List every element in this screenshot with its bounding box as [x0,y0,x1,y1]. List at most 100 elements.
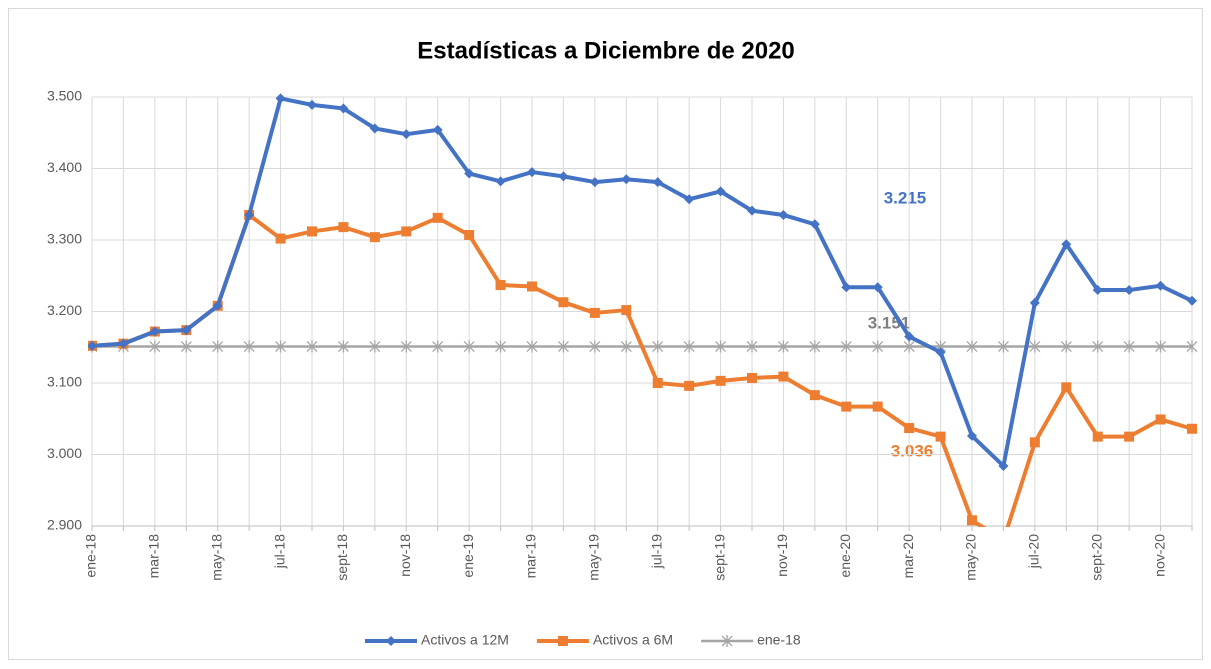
marker [621,305,632,316]
x-tick-label: jul-18 [271,534,287,569]
marker [1155,414,1166,425]
marker [589,177,600,188]
marker [180,340,192,353]
x-tick-label: ene-18 [83,534,99,578]
marker [1187,423,1197,434]
x-tick-label: nov-20 [1151,534,1167,577]
marker [557,340,569,353]
marker [872,340,884,353]
marker [1029,340,1041,353]
x-tick-label: may-19 [586,534,602,581]
marker [1187,295,1197,306]
marker [1061,239,1072,250]
marker [841,282,852,293]
marker [369,232,380,243]
legend-item: Activos a 6M [536,632,673,648]
marker [997,340,1009,353]
y-tick-label: 3.500 [47,88,82,104]
legend-marker [721,635,733,647]
legend-marker [557,636,568,646]
legend-label: Activos a 12M [421,632,509,648]
x-tick-label: mar-19 [523,534,539,579]
x-tick-label: mar-18 [146,534,162,579]
legend-item: ene-18 [701,632,801,648]
marker [338,222,349,233]
marker [307,99,317,110]
x-tick-label: may-18 [208,534,224,581]
marker [527,281,537,292]
x-tick-label: sept-19 [711,534,727,581]
marker [715,375,726,386]
series-line [91,212,1193,527]
marker [904,331,915,342]
marker [746,340,758,353]
marker [495,340,507,353]
marker [683,340,695,353]
marker [495,176,506,187]
marker [967,430,977,441]
marker [620,340,632,353]
marker [558,297,569,308]
marker [935,431,946,442]
marker [464,168,475,179]
marker [275,93,286,104]
y-tick-label: 3.300 [47,231,82,247]
marker [778,209,789,220]
marker [809,219,820,230]
marker [307,226,317,237]
legend-item: Activos a 12M [365,632,509,648]
marker [337,340,349,353]
marker [1155,340,1167,353]
marker [1061,382,1072,393]
marker [306,340,318,353]
marker [400,340,412,353]
y-tick-label: 3.000 [47,445,82,461]
marker [872,401,883,412]
marker [1155,280,1166,291]
marker [715,340,727,353]
grid [91,96,1193,527]
marker [526,340,538,353]
x-tick-label: nov-18 [397,534,413,577]
x-tick-label: may-20 [963,534,979,581]
y-tick-label: 3.200 [47,302,82,318]
marker [809,340,821,353]
marker [652,378,663,388]
marker [747,372,757,383]
marker [432,340,444,353]
marker [432,124,443,135]
marker [212,340,224,353]
marker [589,340,601,353]
marker [684,380,695,391]
marker [243,340,255,353]
marker [1092,340,1104,353]
marker [275,233,286,244]
marker [589,307,600,318]
x-tick-label: ene-20 [837,534,853,578]
annotation: 3.036 [891,441,934,460]
marker [244,209,255,220]
series [88,93,1197,471]
marker [652,177,663,188]
marker [275,340,287,353]
marker [840,340,852,353]
marker [338,103,349,114]
annotation: 3.215 [884,188,927,207]
series-line [91,96,1193,468]
legend-label: Activos a 6M [593,632,673,648]
marker [181,325,192,336]
marker [401,129,412,140]
marker [1029,297,1040,308]
marker [935,347,946,358]
marker [1092,431,1103,442]
marker [212,300,223,311]
marker [149,326,160,337]
x-tick-label: mar-20 [900,534,916,579]
legend-marker [386,636,396,646]
marker [872,282,883,293]
marker [527,167,537,178]
marker [841,401,852,412]
marker [369,340,381,353]
marker [1029,437,1040,448]
